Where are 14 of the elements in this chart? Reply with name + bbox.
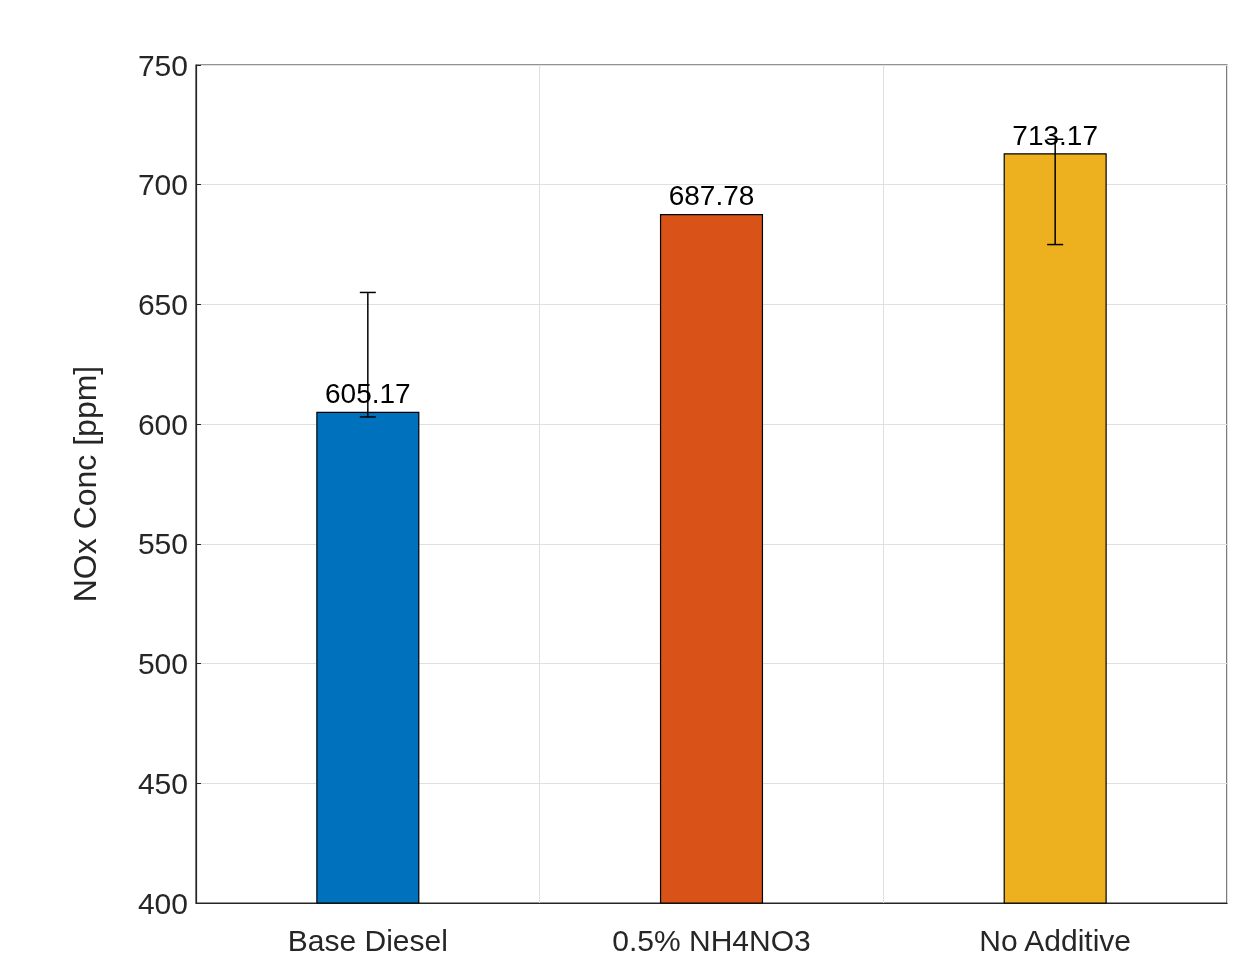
y-tick-label: 450	[137, 766, 188, 800]
y-axis-title: NOx Conc [ppm]	[67, 365, 103, 603]
x-tick-label: 0.5% NH4NO3	[612, 923, 811, 957]
data-label: 687.78	[668, 180, 755, 212]
y-tick-label: 750	[137, 48, 188, 82]
y-tick-label: 500	[137, 647, 188, 681]
y-tick-label: 550	[137, 527, 188, 561]
y-tick-label: 650	[137, 287, 188, 321]
y-tick-label: 400	[137, 886, 188, 920]
x-tick-label: No Additive	[979, 923, 1132, 957]
x-tick-label: Base Diesel	[287, 923, 448, 957]
y-tick-label: 600	[137, 407, 188, 441]
data-label: 713.17	[1012, 119, 1098, 151]
y-tick-label: 700	[137, 168, 188, 202]
